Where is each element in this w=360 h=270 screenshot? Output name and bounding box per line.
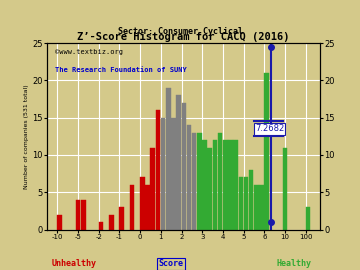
Bar [259,185,264,230]
Bar [76,200,80,230]
Bar [265,73,269,230]
Bar [207,147,212,230]
Bar [120,207,124,230]
Bar [145,185,150,230]
Bar [130,185,134,230]
Bar [197,133,202,230]
Bar [233,140,238,230]
Bar [150,147,155,230]
Bar [181,103,186,230]
Bar [254,185,258,230]
Text: Unhealthy: Unhealthy [51,259,96,268]
Text: 7.2682: 7.2682 [255,124,284,133]
Bar [187,125,191,230]
Bar [244,177,248,230]
Bar [223,140,228,230]
Y-axis label: Number of companies (531 total): Number of companies (531 total) [24,84,30,189]
Bar [81,200,86,230]
Bar [192,133,197,230]
Bar [171,118,176,230]
Bar [109,215,113,230]
Bar [306,207,310,230]
Text: Score: Score [159,259,184,268]
Text: Sector: Consumer Cyclical: Sector: Consumer Cyclical [117,27,243,36]
Bar [202,140,207,230]
Bar [156,110,160,230]
Bar [213,140,217,230]
Bar [176,95,181,230]
Bar [99,222,103,230]
Bar [57,215,62,230]
Bar [239,177,243,230]
Title: Z’-Score Histogram for CACQ (2016): Z’-Score Histogram for CACQ (2016) [77,32,290,42]
Bar [218,133,222,230]
Text: The Research Foundation of SUNY: The Research Foundation of SUNY [55,68,187,73]
Bar [228,140,233,230]
Bar [166,88,171,230]
Text: Healthy: Healthy [277,259,312,268]
Bar [161,118,165,230]
Bar [249,170,253,230]
Bar [283,147,287,230]
Bar [140,177,145,230]
Text: ©www.textbiz.org: ©www.textbiz.org [55,49,123,55]
